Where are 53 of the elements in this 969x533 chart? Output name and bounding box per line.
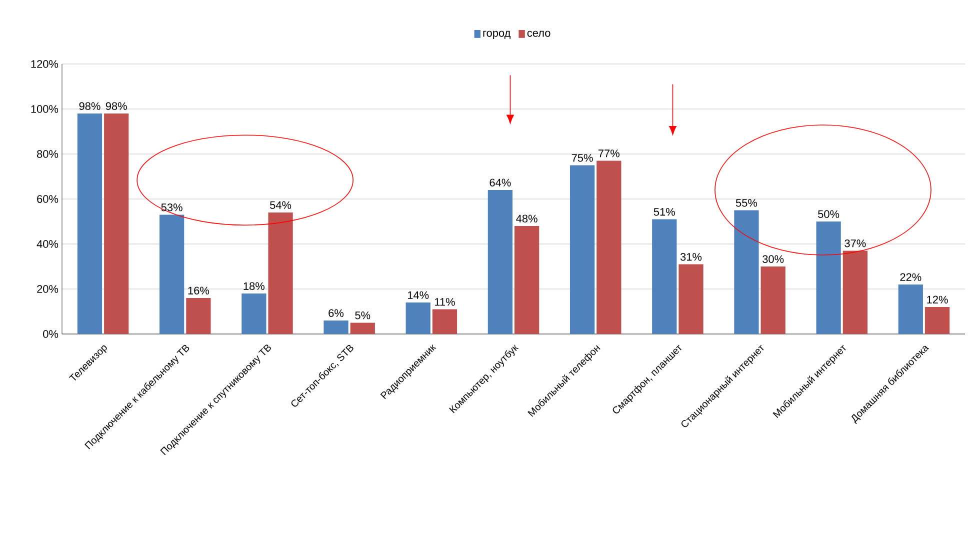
data-label: 55% (736, 199, 758, 207)
data-label: 75% (572, 154, 593, 162)
data-label: 98% (79, 102, 100, 110)
data-label: 37% (844, 239, 866, 248)
data-label: 22% (900, 273, 922, 281)
data-label: 14% (408, 291, 429, 299)
bar (242, 294, 266, 334)
bar (186, 298, 211, 334)
bar (842, 250, 868, 334)
y-tick-label: 100% (31, 105, 58, 113)
y-tick-label: 0% (43, 330, 58, 338)
bar (898, 284, 923, 334)
bar (652, 219, 677, 334)
data-label: 18% (244, 282, 264, 290)
bar (406, 302, 430, 334)
y-tick-label: 60% (37, 195, 58, 203)
data-label: 16% (188, 286, 210, 294)
data-label: 53% (161, 203, 182, 212)
bar (570, 165, 595, 334)
bar (816, 221, 841, 334)
bar (596, 160, 622, 334)
data-label: 11% (434, 298, 455, 306)
y-tick-label: 120% (31, 60, 58, 68)
bar (268, 212, 293, 334)
bar (760, 266, 786, 334)
y-tick-label: 80% (37, 150, 58, 158)
y-tick-label: 40% (36, 240, 58, 248)
data-label: 77% (598, 150, 620, 158)
data-label: 5% (355, 312, 370, 320)
data-label: 98% (106, 102, 127, 110)
data-label: 30% (762, 255, 784, 263)
data-label: 64% (490, 178, 511, 186)
bar (924, 307, 950, 334)
data-label: 54% (270, 201, 292, 209)
bar (324, 320, 348, 334)
bar (678, 264, 704, 334)
y-tick-label: 20% (37, 285, 58, 293)
bar (488, 190, 513, 334)
bar (160, 214, 184, 334)
legend-label: город (483, 30, 511, 39)
data-label: 50% (818, 210, 840, 218)
bar (514, 226, 540, 334)
data-label: 6% (328, 309, 344, 317)
bar (734, 210, 759, 334)
data-label: 48% (516, 214, 538, 222)
legend-label: село (527, 30, 550, 37)
data-label: 51% (654, 208, 675, 216)
data-label: 12% (927, 296, 948, 304)
bar (350, 322, 375, 334)
bar (432, 309, 458, 334)
data-label: 31% (680, 252, 702, 261)
bar (77, 113, 102, 334)
bar (104, 113, 129, 334)
